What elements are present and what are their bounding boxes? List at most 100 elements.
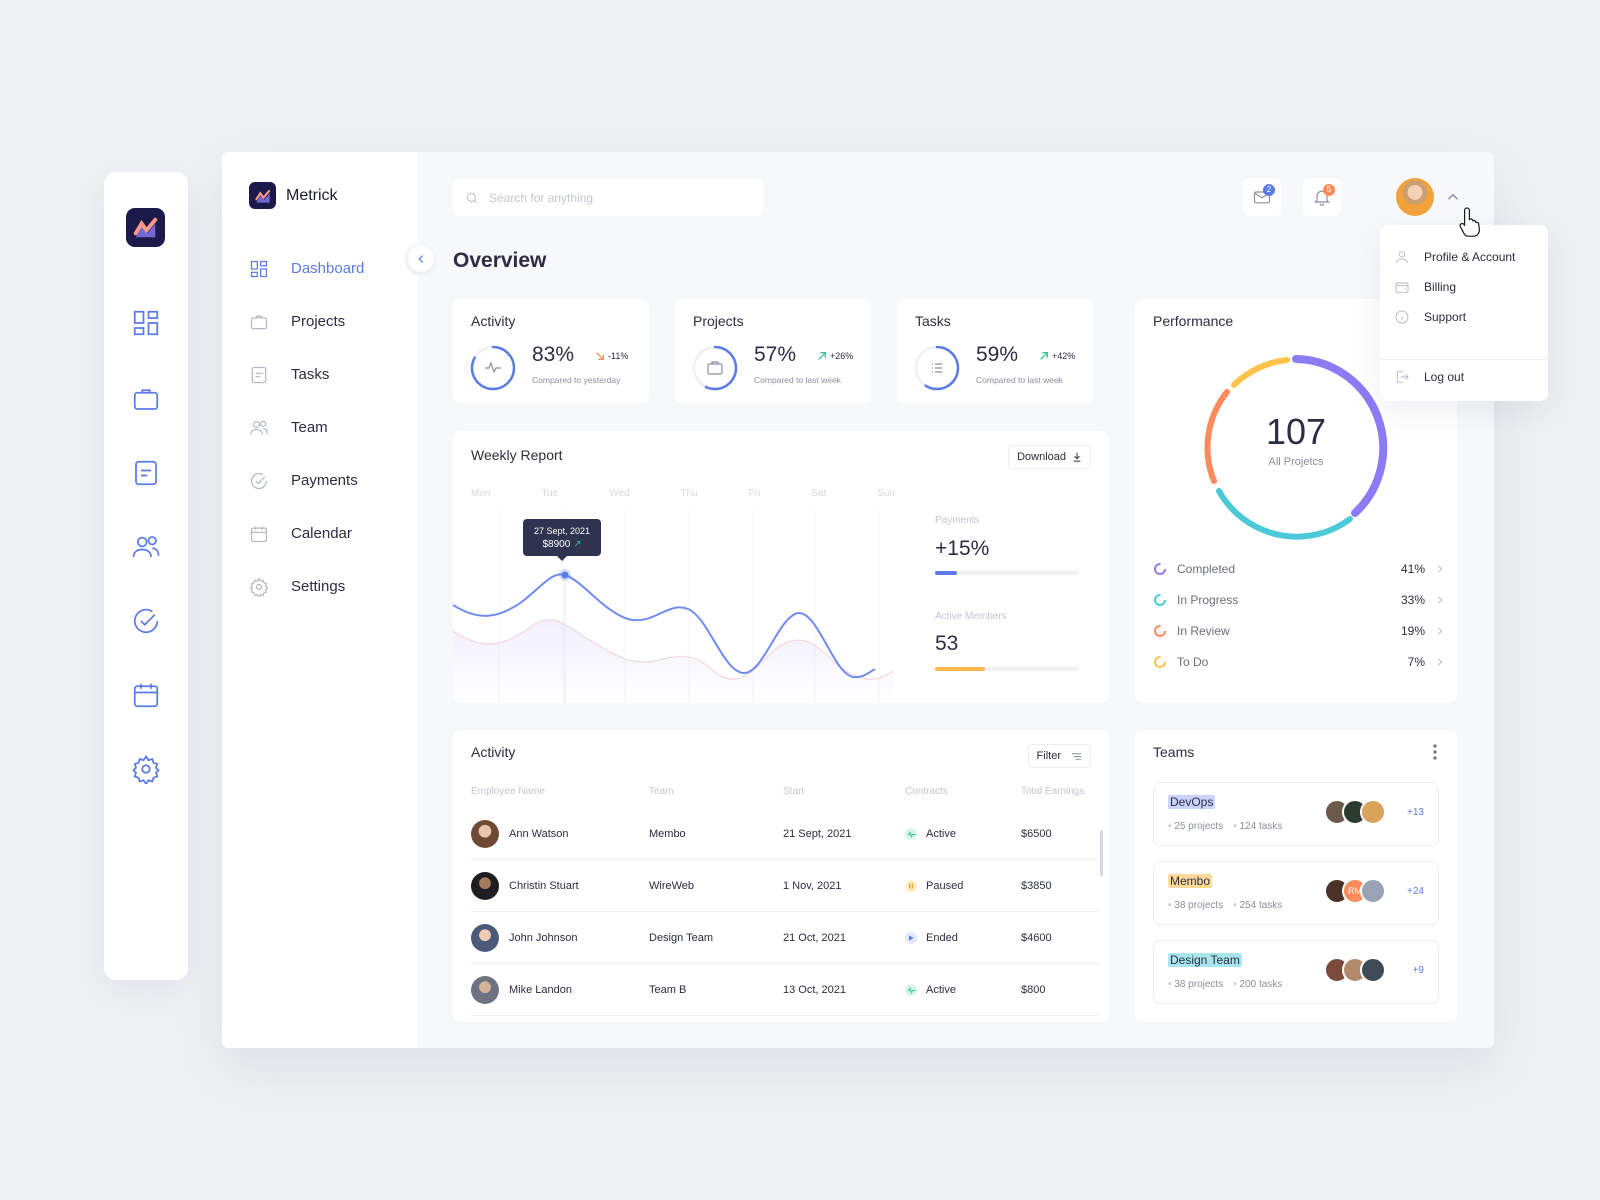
menu-item-profile[interactable]: Profile & Account [1394,249,1515,265]
sidebar-item-team[interactable]: Team [249,401,409,454]
column-header[interactable]: Contracts [905,786,948,797]
sidebar-item-payments[interactable]: Payments [249,454,409,507]
chevron-right-icon [1437,565,1443,573]
brand-logo-icon [249,182,276,209]
hand-cursor-icon [1459,207,1481,237]
team-more-count: +13 [1407,807,1424,818]
download-button[interactable]: Download [1008,445,1091,469]
download-icon [1073,452,1081,462]
briefcase-icon [249,312,269,332]
sidebar-item-projects[interactable]: Projects [249,295,409,348]
list-icon [932,363,942,373]
kpi-change: +26% [817,351,853,361]
search-bar[interactable] [453,179,763,216]
table-row[interactable]: Christin Stuart WireWeb 1 Nov, 2021 Paus… [471,860,1099,912]
day-label: Mon [471,488,491,499]
table-row[interactable]: Ann Watson Membo 21 Sept, 2021 Active $6… [471,808,1099,860]
sidebar-item-label: Projects [291,313,346,330]
bell-badge: 5 [1323,184,1335,196]
performance-donut [1204,355,1388,540]
legend-completed[interactable]: Completed 41% [1153,559,1445,579]
profile-dropdown: Profile & Account Billing Support Log ou… [1380,225,1548,401]
column-header[interactable]: Employee Name [471,786,545,797]
teams-title: Teams [1153,744,1195,760]
column-header[interactable]: Total Earnings [1021,786,1085,797]
team-name: DevOps [1168,795,1216,809]
calendar-icon [249,524,269,544]
menu-item-logout[interactable]: Log out [1394,369,1464,385]
kpi-title: Projects [693,313,744,329]
column-header[interactable]: Team [649,786,674,797]
dashboard-icon [249,259,269,279]
team-card-membo[interactable]: Membo 38 projects254 tasks RM +24 [1153,861,1439,925]
performance-total: 107 [1265,411,1327,452]
kpi-subtitle: Compared to last week [754,375,841,385]
status-ring-icon [1154,625,1166,637]
team-name: Design Team [1168,953,1242,967]
filter-icon [1071,752,1082,760]
icon-rail [104,172,188,980]
table-row[interactable]: John Johnson Design Team 21 Oct, 2021 En… [471,912,1099,964]
sidebar-item-tasks[interactable]: Tasks [249,348,409,401]
brand[interactable]: Metrick [249,182,338,209]
activity-ring [470,345,516,391]
kpi-title: Tasks [915,313,951,329]
sidebar-item-label: Dashboard [291,260,365,277]
info-icon [1395,310,1409,324]
briefcase-icon [707,363,723,375]
legend-to-do[interactable]: To Do 7% [1153,652,1445,672]
members-label: Active Members [935,611,1007,622]
tasks-ring [914,345,960,391]
sidebar-item-label: Settings [291,578,346,595]
day-label: Sat [811,488,827,499]
weekly-report-card: Weekly Report Download Mon Tue Wed Thu F… [453,431,1109,703]
tasks-icon [249,365,269,385]
team-card-devops[interactable]: DevOps 25 projects124 tasks +13 [1153,782,1439,846]
chevron-up-icon[interactable] [1444,188,1462,206]
sidebar-item-calendar[interactable]: Calendar [249,507,409,560]
sidebar-item-dashboard[interactable]: Dashboard [249,242,409,295]
legend-in-review[interactable]: In Review 19% [1153,621,1445,641]
team-icon [249,418,269,438]
tasks-icon[interactable] [131,458,161,488]
table-scrollbar[interactable] [1100,830,1103,876]
filter-button[interactable]: Filter [1027,744,1091,768]
more-options-icon[interactable] [1429,742,1441,762]
page-title: Overview [453,249,547,272]
day-label: Sun [877,488,895,499]
legend-in-progress[interactable]: In Progress 33% [1153,590,1445,610]
collapse-sidebar-button[interactable] [404,242,438,276]
dashboard-panel: Metrick Dashboard Projects Tasks Team Pa… [222,152,1494,1048]
kpi-card-tasks: Tasks 59% +42% Compared to last week [897,299,1093,403]
team-more-count: +24 [1407,886,1424,897]
team-icon[interactable] [131,532,161,562]
column-header[interactable]: Start [783,786,805,797]
app-logo[interactable] [126,208,165,247]
calendar-icon[interactable] [131,680,161,710]
messages-button[interactable]: 2 [1243,178,1281,216]
dashboard-icon[interactable] [131,308,161,338]
menu-item-support[interactable]: Support [1394,309,1466,325]
team-meta: 38 projects200 tasks [1168,979,1282,990]
check-circle-icon[interactable] [131,606,161,636]
sidebar: Metrick Dashboard Projects Tasks Team Pa… [222,152,418,1048]
briefcase-icon[interactable] [131,384,161,414]
day-label: Wed [609,488,630,499]
kpi-change: +42% [1039,351,1075,361]
pulse-icon [485,361,501,374]
user-avatar[interactable] [1396,178,1434,216]
team-avatars [1324,799,1386,825]
table-row[interactable]: Mike Landon Team B 13 Oct, 2021 Active $… [471,964,1099,1016]
notifications-button[interactable]: 5 [1303,178,1341,216]
sidebar-item-settings[interactable]: Settings [249,560,409,613]
sidebar-item-label: Payments [291,472,358,489]
members-value: 53 [935,632,959,655]
search-input[interactable] [489,190,739,205]
day-label: Thu [680,488,698,499]
menu-item-billing[interactable]: Billing [1394,279,1456,295]
gear-icon[interactable] [131,754,161,786]
performance-total-label: All Projetcs [1268,456,1324,468]
mail-badge: 2 [1263,184,1275,196]
team-card-design-team[interactable]: Design Team 38 projects200 tasks +9 [1153,940,1439,1004]
arrow-up-right-icon [818,352,826,360]
